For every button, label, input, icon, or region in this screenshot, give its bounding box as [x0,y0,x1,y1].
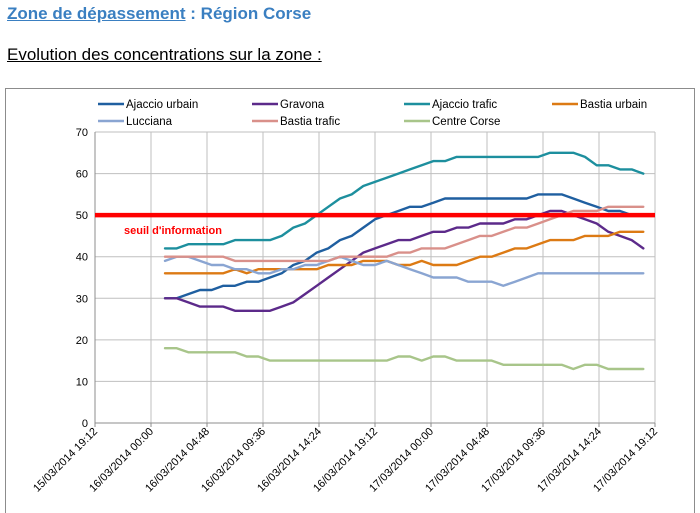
y-tick-label: 30 [76,293,88,305]
legend-label-centre-corse: Centre Corse [432,116,500,128]
series-line-bastia-urbain [163,230,645,275]
series-line-ajaccio-urbain [163,193,645,300]
y-tick-label: 20 [76,335,88,347]
series-lines [163,151,645,371]
series-line-lucciana [163,255,645,287]
legend: Ajaccio urbain Gravona Ajaccio trafic Basti… [98,99,647,128]
chart-frame [5,88,695,513]
heading-separator: : [185,4,201,23]
y-tick-label: 50 [76,210,88,222]
zone-link[interactable]: Zone de dépassement [7,4,186,23]
legend-label-bastia-urbain: Bastia urbain [580,99,647,111]
legend-label-gravona: Gravona [280,99,325,111]
series-line-gravona [163,209,645,312]
legend-label-bastia-trafic: Bastia trafic [280,116,340,128]
threshold-label: seuil d'information [124,225,222,237]
gridlines [94,131,656,424]
legend-label-ajaccio-urbain: Ajaccio urbain [126,99,198,111]
y-tick-label: 60 [76,169,88,181]
threshold-line: seuil d'information [95,212,655,237]
section-subtitle: Evolution des concentrations sur la zone… [7,45,322,64]
y-tick-label: 70 [76,127,88,139]
y-tick-label: 0 [82,418,88,430]
series-line-centre-corse [163,347,645,371]
y-tick-label: 10 [76,376,88,388]
series-line-ajaccio-trafic [163,151,645,250]
legend-label-ajaccio-trafic: Ajaccio trafic [432,99,497,111]
legend-label-lucciana: Lucciana [126,116,173,128]
y-tick-label: 40 [76,252,88,264]
region-name: Région Corse [200,4,312,23]
page-heading: Zone de dépassement : Région Corse [7,4,311,24]
